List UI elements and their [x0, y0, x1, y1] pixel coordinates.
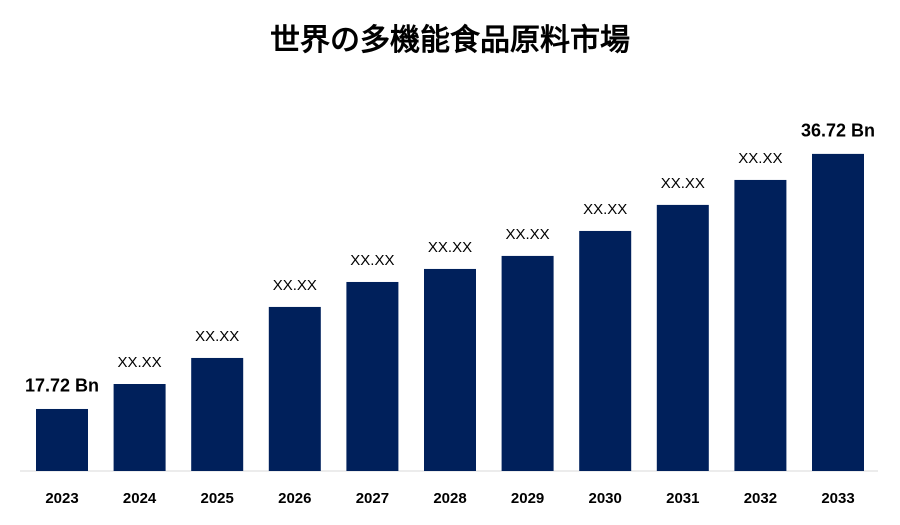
x-tick-label: 2032	[744, 490, 777, 507]
bar	[656, 204, 709, 471]
value-label: XX.XX	[118, 354, 162, 371]
bar	[346, 281, 399, 471]
value-label: XX.XX	[273, 277, 317, 294]
value-label: XX.XX	[350, 252, 394, 269]
x-tick-label: 2033	[821, 490, 854, 507]
x-tick-label: 2028	[433, 490, 466, 507]
x-tick-label: 2024	[123, 490, 157, 507]
x-tick-label: 2030	[589, 490, 622, 507]
bar	[734, 179, 787, 472]
chart-title: 世界の多機能食品原料市場	[270, 23, 630, 57]
bar	[113, 384, 166, 471]
x-tick-label: 2026	[278, 490, 311, 507]
value-label: 17.72 Bn	[25, 376, 99, 396]
bar	[36, 408, 88, 471]
value-label: XX.XX	[738, 150, 782, 167]
value-label: XX.XX	[428, 239, 472, 256]
x-tick-label: 2025	[201, 490, 234, 507]
bar	[579, 230, 632, 471]
x-tick-label: 2023	[45, 490, 78, 507]
bar	[191, 357, 244, 471]
bar	[268, 306, 321, 471]
value-label: XX.XX	[506, 226, 550, 243]
value-label: XX.XX	[195, 328, 239, 345]
bar	[424, 268, 476, 471]
value-label: XX.XX	[661, 175, 705, 192]
x-tick-label: 2031	[666, 490, 699, 507]
bar	[501, 255, 554, 471]
x-tick-label: 2029	[511, 490, 544, 507]
value-label: 36.72 Bn	[801, 121, 875, 141]
bar	[812, 153, 864, 471]
x-tick-label: 2027	[356, 490, 389, 507]
value-label: XX.XX	[583, 201, 627, 218]
